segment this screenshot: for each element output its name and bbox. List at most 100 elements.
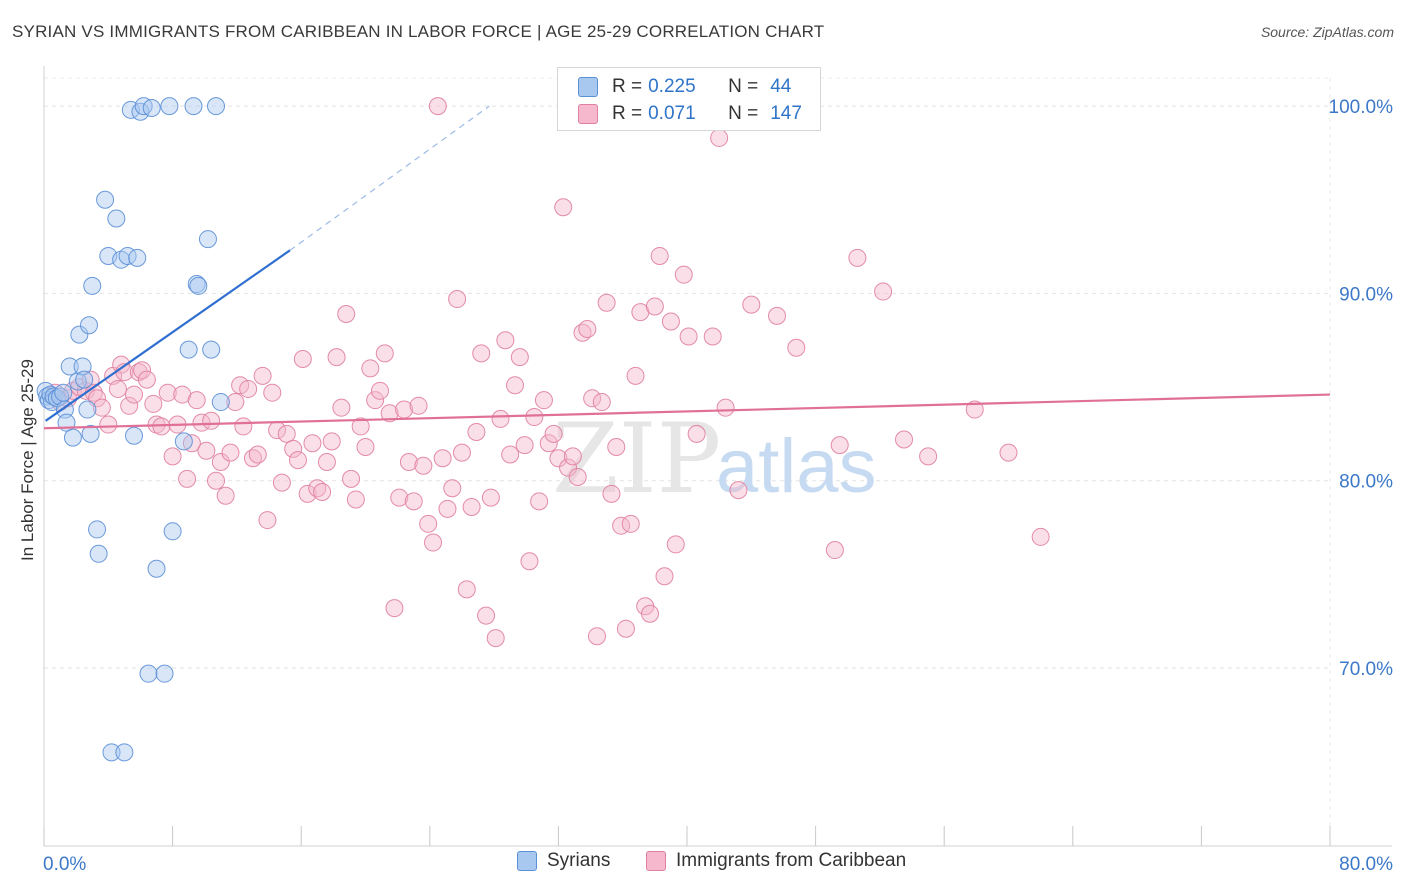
caribbean-point (385, 599, 404, 618)
caribbean-point (263, 383, 282, 402)
caribbean-point (211, 453, 230, 471)
caribbean-point (356, 438, 375, 457)
caribbean-point (539, 434, 558, 453)
caribbean-point (424, 533, 443, 552)
watermark-zip: ZIP (552, 403, 721, 515)
caribbean-point (163, 447, 182, 466)
caribbean-point (655, 567, 674, 586)
syrian-point (125, 426, 144, 445)
caribbean-point (366, 391, 385, 410)
syrian-point (207, 97, 226, 116)
caribbean-point (346, 490, 365, 509)
syrian-point (211, 393, 230, 412)
syrian-point (73, 357, 92, 376)
caribbean-point (999, 443, 1018, 462)
caribbean-point (197, 441, 216, 460)
chart-title: SYRIAN VS IMMIGRANTS FROM CARIBBEAN IN L… (12, 22, 825, 41)
syrian-point (60, 357, 79, 376)
trend-lines (43, 105, 1331, 430)
syrian-point (155, 664, 174, 683)
caribbean-point (258, 511, 277, 530)
caribbean-point (99, 415, 118, 434)
caribbean-point (92, 398, 111, 417)
r-label: R = (612, 76, 643, 97)
caribbean-point (525, 408, 544, 427)
syrian-point (96, 190, 115, 209)
syrian-point (160, 97, 179, 116)
caribbean-trend-line (43, 393, 1331, 430)
caribbean-point (641, 604, 660, 623)
legend-swatch-caribbean (646, 851, 666, 871)
y-tick-label: 90.0% (1339, 284, 1393, 305)
watermark-atlas: atlas (716, 424, 877, 509)
caribbean-point (703, 327, 722, 346)
caribbean-point (825, 541, 844, 560)
caribbean-point (133, 361, 152, 380)
caribbean-point (477, 606, 496, 625)
caribbean-point (361, 359, 380, 378)
caribbean-point (661, 312, 680, 331)
caribbean-point (221, 443, 240, 462)
caribbean-point (284, 439, 303, 458)
caribbean-point (125, 385, 144, 404)
r-value: 0.225 (648, 76, 696, 97)
legend-label-syrians: Syrians (547, 850, 611, 871)
y-tick-label: 80.0% (1339, 472, 1393, 493)
caribbean-point (687, 424, 706, 443)
caribbean-point (583, 389, 602, 408)
caribbean-point (399, 453, 418, 471)
caribbean-point (226, 393, 245, 412)
caribbean-point (419, 514, 438, 533)
caribbean-point (351, 417, 370, 436)
syrian-point (142, 98, 161, 117)
caribbean-point (679, 327, 698, 346)
caribbean-point (895, 430, 914, 449)
caribbean-point (443, 479, 462, 498)
caribbean-point (501, 445, 520, 464)
syrian-point (131, 102, 150, 121)
n-value: 147 (770, 103, 802, 124)
caribbean-point (587, 627, 606, 646)
syrian-point (102, 743, 121, 762)
caribbean-point (433, 449, 452, 468)
caribbean-point (520, 552, 539, 571)
caribbean-point (253, 366, 272, 385)
r-label: R = (612, 103, 643, 124)
caribbean-point (729, 481, 748, 500)
caribbean-point (462, 497, 481, 516)
syrian-point (80, 316, 99, 335)
syrian-trend-line (44, 249, 291, 422)
caribbean-point (375, 344, 394, 363)
syrian-point (75, 370, 94, 389)
x-tick-label-max: 80.0% (1339, 854, 1393, 875)
caribbean-point (486, 629, 505, 648)
r-value: 0.071 (648, 103, 696, 124)
legend-row-syrians: R = 0.225 N = 44 (578, 74, 791, 100)
caribbean-point (317, 453, 336, 471)
syrian-point (115, 743, 134, 762)
correlation-legend: R = 0.225 N = 44 R = 0.071 N = 147 (557, 67, 821, 131)
syrian-point (89, 544, 108, 563)
caribbean-points (46, 97, 1050, 648)
caribbean-point (380, 404, 399, 423)
syrian-point (63, 428, 82, 447)
legend-row-caribbean: R = 0.071 N = 147 (578, 101, 802, 127)
caribbean-point (327, 348, 346, 367)
legend-swatch-caribbean (578, 104, 598, 124)
caribbean-point (216, 486, 235, 505)
caribbean-point (534, 391, 553, 410)
caribbean-point (616, 619, 635, 638)
caribbean-point (505, 376, 524, 395)
syrian-point (54, 383, 73, 402)
x-tick-label-min: 0.0% (43, 854, 86, 875)
caribbean-point (234, 417, 253, 436)
caribbean-point (313, 482, 332, 501)
caribbean-point (472, 344, 491, 363)
syrian-point (189, 276, 208, 295)
source-label: Source: ZipAtlas.com (1260, 24, 1394, 40)
syrian-point (179, 340, 198, 359)
y-tick-label: 70.0% (1339, 659, 1393, 680)
caribbean-point (602, 484, 621, 503)
caribbean-point (742, 295, 761, 314)
